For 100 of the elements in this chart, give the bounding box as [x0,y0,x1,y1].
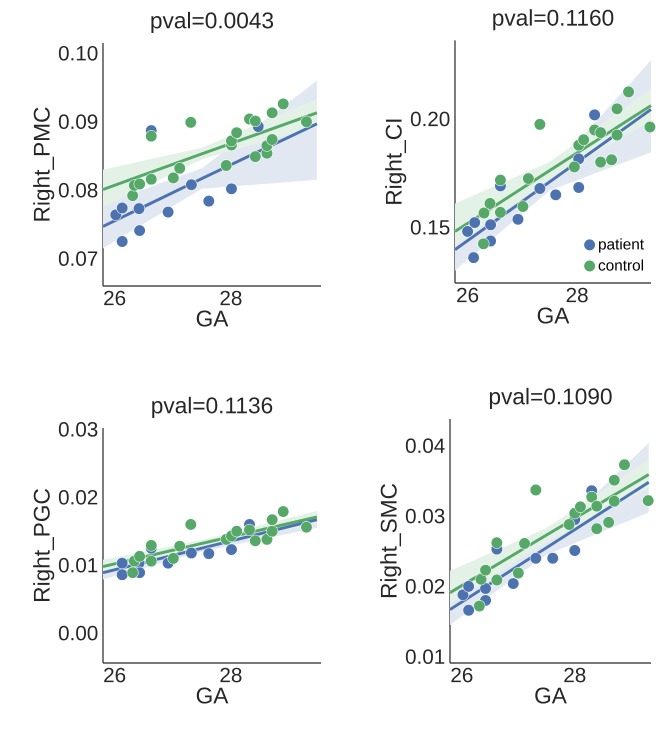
y-tick-label: 0.01 [406,649,444,664]
point [174,162,186,174]
x-tick-label: 28 [564,668,586,682]
point [145,173,158,186]
point [243,524,256,536]
point [300,521,312,534]
y-axis-title: Right_SMC [380,484,402,598]
point [456,588,469,601]
point [534,118,546,130]
point [184,518,197,530]
point [568,160,580,173]
point [145,555,158,568]
point [602,516,615,528]
point [507,578,520,590]
point [586,491,598,504]
point [608,474,620,486]
point [202,548,215,560]
x-tick-label: 28 [566,288,588,302]
point [249,534,262,547]
x-axis-title: GA [196,687,228,704]
point [494,206,506,218]
y-axis-title: Right_PGC [33,489,54,601]
point [462,604,475,616]
point [490,574,503,586]
legend-label: control [598,259,644,271]
point [516,200,529,213]
point [550,188,562,201]
point [249,150,262,163]
point [594,156,607,168]
point [145,539,158,552]
y-tick-label: 0.10 [58,46,98,61]
y-tick-label: 0.03 [58,422,98,437]
point [260,533,273,546]
point [475,573,488,586]
x-tick-label: 28 [220,668,242,682]
y-tick-label: 0.04 [406,438,445,454]
y-axis-title: Right_PMC [33,107,54,221]
point [266,514,278,526]
point [530,484,542,496]
point [480,582,492,594]
y-tick-label: 0.09 [58,114,98,130]
point [145,130,158,142]
x-tick-label: 26 [457,288,478,302]
point [468,252,480,264]
point [572,181,585,194]
point [546,552,559,564]
point [116,202,128,214]
point [126,566,139,579]
y-tick-label: 0.15 [410,220,450,235]
y-tick-label: 0.02 [406,579,444,594]
point [563,518,576,530]
point [534,182,546,195]
point [611,129,624,142]
point [185,178,198,191]
point [162,206,174,218]
point [473,600,486,612]
point [484,218,497,231]
point [266,525,278,538]
point [266,134,278,146]
point [249,115,262,128]
point [578,134,590,146]
point [266,106,278,119]
y-tick-label: 0.00 [58,626,98,640]
point [230,126,243,139]
y-tick-label: 0.02 [58,490,98,505]
point [116,236,128,248]
chart-title: pval=0.1136 [152,396,272,418]
point [277,98,290,110]
x-tick-label: 28 [220,290,242,306]
point [618,458,630,471]
point [134,224,146,237]
x-tick-label: 26 [104,668,126,682]
point [608,495,620,508]
point [277,506,290,518]
point [220,160,232,172]
point [468,216,481,229]
point [126,190,139,202]
legend-label: patient [599,238,644,253]
y-tick-label: 0.20 [410,112,450,126]
point [490,536,503,549]
point [133,202,146,215]
x-axis-title: GA [535,687,567,704]
y-tick-label: 0.08 [58,182,98,198]
point [622,86,635,98]
point [494,174,506,186]
point [167,552,180,564]
point [225,544,238,556]
y-axis-title: Right_CI [385,120,406,204]
point [518,537,531,550]
chart-title: pval=0.1090 [490,388,612,409]
point [167,172,180,184]
point [606,154,618,166]
point [300,116,312,128]
chart-title: pval=0.0043 [151,12,274,33]
point [462,225,474,238]
point [225,134,238,147]
point [594,126,607,139]
point [185,546,198,559]
point [478,207,490,220]
chart-title: pval=0.1160 [493,9,614,30]
